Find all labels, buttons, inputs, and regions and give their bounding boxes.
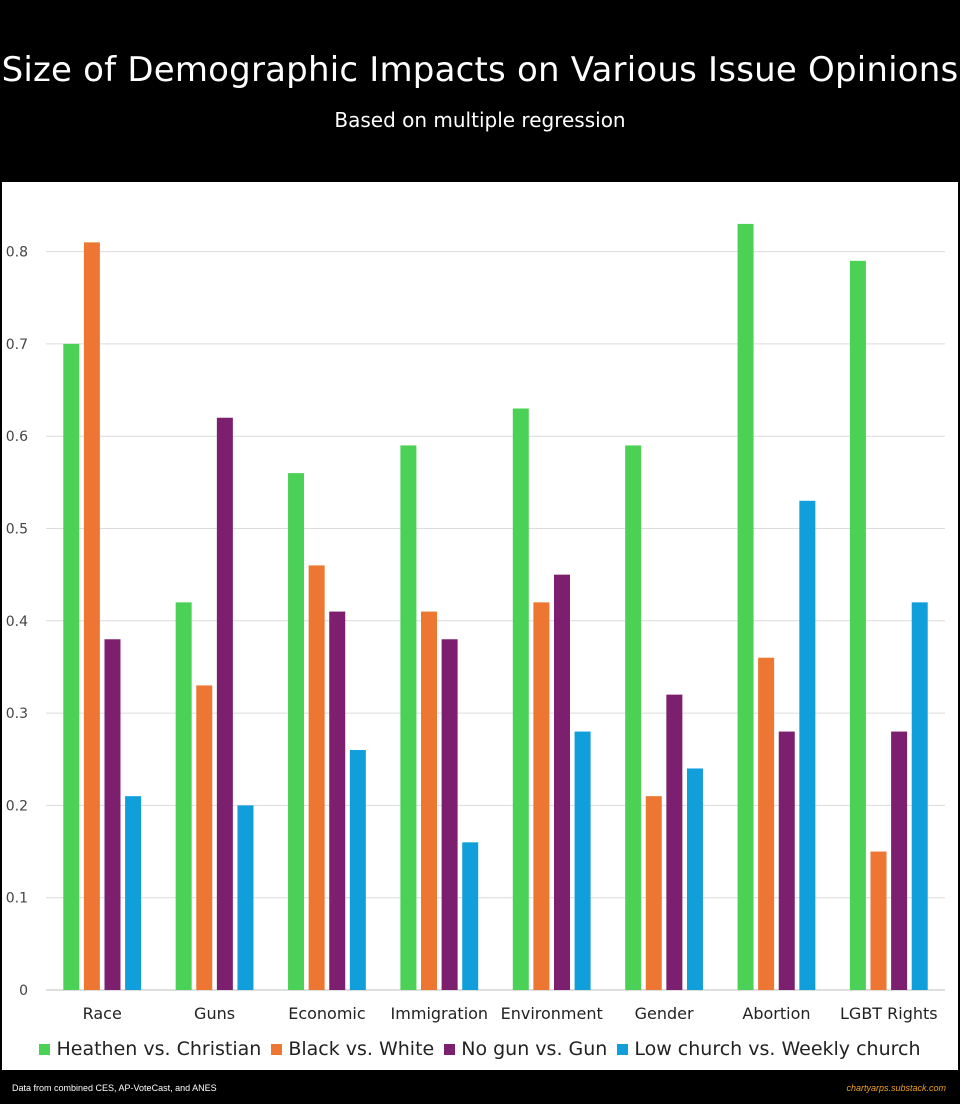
bar [645, 796, 662, 990]
x-tick-label: LGBT Rights [840, 1004, 938, 1023]
bar [237, 805, 254, 990]
bar [870, 851, 887, 990]
x-tick-label: Abortion [742, 1004, 810, 1023]
bar [737, 223, 754, 990]
bar [349, 750, 366, 990]
bar [512, 408, 529, 990]
x-tick-label: Immigration [391, 1004, 489, 1023]
bar [462, 842, 479, 990]
legend-item: Low church vs. Weekly church [617, 1038, 921, 1060]
chart-panel: 0 0.1 0.2 0.3 0.4 0.5 0.6 0.7 0.8 Race Guns Economi… [2, 182, 958, 1070]
bar [400, 445, 417, 990]
bar [778, 731, 795, 990]
bar-chart: 0 0.1 0.2 0.3 0.4 0.5 0.6 0.7 0.8 Race Guns Economi… [6, 223, 945, 1023]
bar [574, 731, 591, 990]
bar [125, 796, 142, 990]
y-tick-label: 0.3 [6, 706, 28, 722]
y-tick-label: 0 [19, 983, 28, 999]
y-tick-label: 0.8 [6, 245, 28, 261]
bar [441, 639, 458, 990]
credit-link[interactable]: chartyarps.substack.com [846, 1083, 946, 1093]
legend-swatch [617, 1043, 629, 1055]
chart-subtitle: Based on multiple regression [334, 108, 626, 132]
legend-swatch [271, 1043, 283, 1055]
header-band: Size of Demographic Impacts on Various I… [0, 0, 960, 182]
x-tick-label: Gender [635, 1004, 694, 1023]
legend-label: Black vs. White [288, 1038, 435, 1060]
bar [216, 417, 233, 990]
bar [849, 260, 866, 990]
bar [686, 768, 703, 990]
chart-title: Size of Demographic Impacts on Various I… [1, 50, 959, 90]
legend-item: Heathen vs. Christian [39, 1038, 261, 1060]
bar [329, 611, 346, 990]
bar [799, 500, 816, 990]
bar [758, 657, 775, 990]
legend-swatch [444, 1043, 456, 1055]
legend-item: Black vs. White [271, 1038, 434, 1060]
bar [625, 445, 642, 990]
bar [288, 473, 305, 990]
bar [891, 731, 908, 990]
y-tick-label: 0.4 [6, 614, 28, 630]
legend-label: Heathen vs. Christian [56, 1038, 262, 1060]
footer-band: Data from combined CES, AP-VoteCast, and… [0, 1070, 960, 1104]
legend-label: Low church vs. Weekly church [634, 1038, 921, 1060]
legend-swatch [39, 1043, 51, 1055]
y-tick-label: 0.2 [6, 798, 28, 814]
bar [666, 694, 683, 990]
bar [196, 685, 213, 990]
bar [104, 639, 121, 990]
bar [63, 343, 80, 990]
x-tick-label: Economic [288, 1004, 365, 1023]
bar [421, 611, 438, 990]
bar [533, 602, 550, 990]
bar [308, 565, 325, 990]
bar [911, 602, 928, 990]
y-tick-label: 0.6 [6, 429, 28, 445]
legend: Heathen vs. Christian Black vs. White No g… [2, 1036, 958, 1062]
legend-item: No gun vs. Gun [444, 1038, 607, 1060]
y-tick-label: 0.5 [6, 522, 28, 538]
x-tick-label: Guns [194, 1004, 235, 1023]
y-tick-label: 0.7 [6, 337, 28, 353]
data-source-note: Data from combined CES, AP-VoteCast, and… [12, 1083, 217, 1093]
bar [175, 602, 192, 990]
bar [553, 574, 570, 990]
y-tick-label: 0.1 [6, 891, 28, 907]
legend-label: No gun vs. Gun [461, 1038, 608, 1060]
bar [83, 242, 100, 990]
x-tick-label: Race [83, 1004, 122, 1023]
x-tick-label: Environment [501, 1004, 603, 1023]
